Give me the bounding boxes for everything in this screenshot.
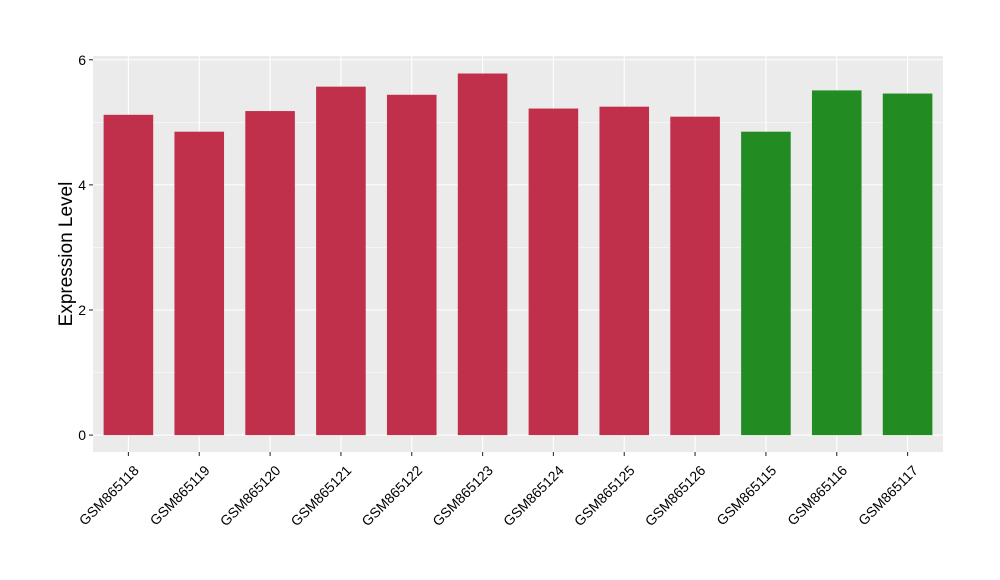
x-tick-label: GSM865121 bbox=[287, 462, 354, 529]
bar-GSM865118 bbox=[103, 114, 154, 436]
x-tick-label: GSM865122 bbox=[358, 462, 425, 529]
x-tick-label: GSM865125 bbox=[571, 462, 638, 529]
x-tick-label: GSM865123 bbox=[429, 462, 496, 529]
y-axis-title: Expression Level bbox=[56, 182, 77, 327]
bar-layer bbox=[103, 73, 933, 436]
x-tick-label: GSM865118 bbox=[76, 462, 142, 528]
bar-GSM865122 bbox=[386, 94, 437, 436]
bar-GSM865123 bbox=[457, 73, 508, 436]
plot-panel bbox=[93, 56, 943, 452]
x-tick-label: GSM865115 bbox=[713, 462, 779, 528]
bar-GSM865115 bbox=[741, 131, 791, 436]
x-axis: GSM865118 GSM865119 GSM865120 GSM865121 GSM8… bbox=[76, 452, 921, 529]
bar-GSM865121 bbox=[316, 86, 366, 436]
y-axis: 0 2 4 6 bbox=[78, 52, 93, 443]
bar-GSM865117 bbox=[882, 93, 933, 436]
y-tick-label: 6 bbox=[78, 52, 86, 68]
bar-GSM865119 bbox=[174, 131, 225, 436]
x-tick-label: GSM865119 bbox=[147, 462, 213, 528]
y-tick-label: 4 bbox=[78, 177, 86, 193]
bar-GSM865125 bbox=[599, 106, 650, 436]
y-tick-label: 2 bbox=[78, 302, 86, 318]
y-tick-label: 0 bbox=[78, 427, 86, 443]
bar-GSM865120 bbox=[245, 111, 295, 436]
bar-GSM865116 bbox=[811, 90, 862, 436]
x-tick-label: GSM865124 bbox=[500, 462, 567, 529]
x-tick-label: GSM865116 bbox=[784, 462, 850, 528]
x-tick-label: GSM865126 bbox=[642, 462, 709, 529]
x-tick-label: GSM865117 bbox=[855, 462, 921, 528]
x-tick-label: GSM865120 bbox=[217, 462, 284, 529]
bar-GSM865124 bbox=[528, 108, 579, 436]
bar-GSM865126 bbox=[670, 116, 720, 436]
